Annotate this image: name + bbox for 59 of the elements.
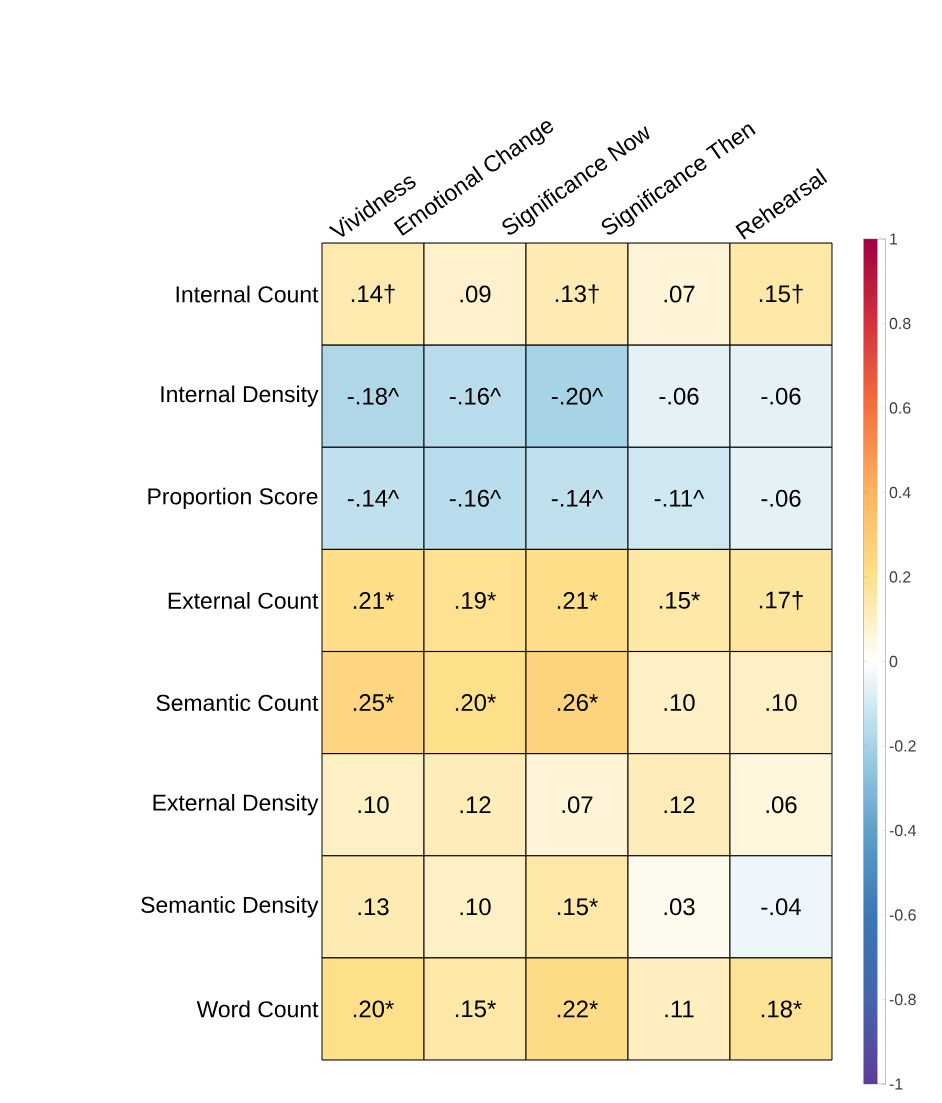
color-bar-label: -0.2 xyxy=(889,740,916,752)
color-bar-label: 1 xyxy=(890,233,898,245)
color-bar-label: 0.8 xyxy=(889,317,911,330)
data-label: -.14^ xyxy=(551,490,604,507)
data-label: .14† xyxy=(351,284,395,304)
data-label: .13 xyxy=(358,898,389,916)
y-tick-label: Proportion Score xyxy=(148,487,318,509)
data-label: .12 xyxy=(460,796,491,814)
data-label: .25* xyxy=(353,694,394,712)
data-label: -.16^ xyxy=(449,387,502,405)
data-label: .13† xyxy=(555,284,599,304)
y-tick-label: Semantic Count xyxy=(156,694,319,711)
data-label: .10 xyxy=(664,694,695,712)
data-label: .10 xyxy=(766,694,797,712)
color-bar-label: 0.2 xyxy=(889,571,911,583)
y-tick-label: External Density xyxy=(153,794,319,816)
data-label: .03 xyxy=(664,898,695,916)
data-label: .07 xyxy=(562,796,593,814)
data-label: -.06 xyxy=(659,387,699,405)
data-label: -.04 xyxy=(761,898,801,916)
data-label: .15* xyxy=(659,592,700,609)
data-label: .22* xyxy=(557,1000,598,1018)
data-label: .21* xyxy=(557,592,598,609)
data-label: .06 xyxy=(766,796,797,814)
data-label: .11 xyxy=(665,1000,694,1018)
data-label: -.06 xyxy=(761,489,801,507)
color-bar-label: 0.4 xyxy=(889,486,911,499)
data-label: .15* xyxy=(557,898,598,916)
color-bar-label: -0.8 xyxy=(889,993,916,1006)
data-label: .15† xyxy=(759,284,803,304)
data-label: -.06 xyxy=(761,387,801,405)
data-label: .15* xyxy=(455,1000,496,1018)
y-tick-label: Internal Count xyxy=(176,285,319,303)
data-label: .19* xyxy=(455,591,496,609)
y-tick-label: Semantic Density xyxy=(141,896,319,918)
data-label: .20* xyxy=(353,1000,394,1018)
data-label: .09 xyxy=(460,285,491,303)
color-bar-label: 0 xyxy=(889,655,898,668)
data-label: .26* xyxy=(557,694,598,712)
data-label: .12 xyxy=(664,796,695,814)
y-tick-label: External Count xyxy=(168,592,319,609)
data-label: .17† xyxy=(759,590,803,610)
data-label: .20* xyxy=(455,694,496,712)
data-label: .07 xyxy=(664,285,695,303)
color-bar-label: -0.4 xyxy=(889,824,917,837)
data-label: -.20^ xyxy=(551,387,604,405)
color-bar-label: -1 xyxy=(889,1078,903,1090)
color-bar-label: 0.6 xyxy=(889,402,911,414)
data-label: .18* xyxy=(761,1000,802,1018)
data-label: -.11^ xyxy=(654,490,705,507)
data-label: .10 xyxy=(358,796,389,814)
y-tick-label: Word Count xyxy=(196,1000,319,1018)
data-label: .21* xyxy=(353,592,394,609)
y-tick-label: Internal Density xyxy=(161,385,319,407)
data-label: -.18^ xyxy=(347,387,400,405)
data-label: .10 xyxy=(460,898,491,916)
data-label: -.14^ xyxy=(347,490,400,507)
color-bar-label: -0.6 xyxy=(889,909,916,921)
data-label: -.16^ xyxy=(449,489,502,507)
